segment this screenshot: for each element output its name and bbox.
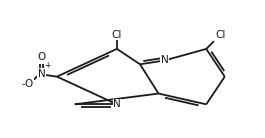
Text: N: N [161,55,169,65]
Text: Cl: Cl [215,30,226,40]
Text: +: + [45,61,51,71]
Text: -O: -O [21,79,34,89]
Text: Cl: Cl [112,30,122,40]
Text: O: O [37,52,46,62]
Text: N: N [113,99,121,109]
Text: N: N [38,69,45,79]
